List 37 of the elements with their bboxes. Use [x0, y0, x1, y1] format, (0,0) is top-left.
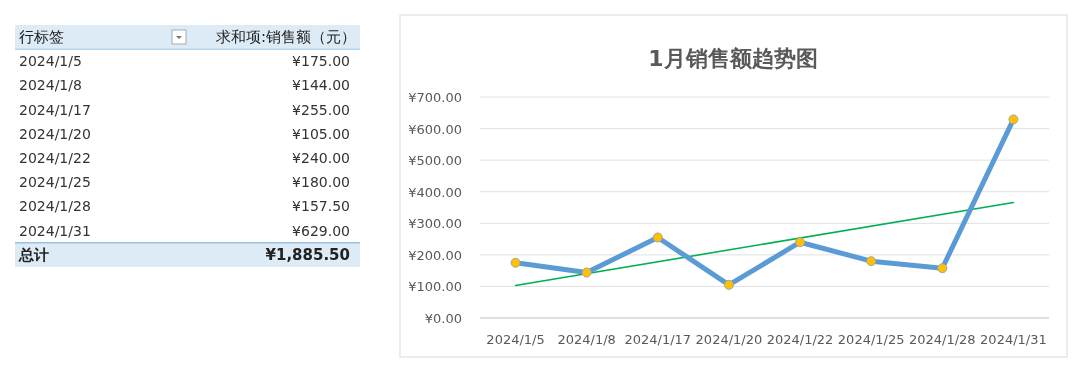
x-tick-label: 2024/1/31	[980, 332, 1047, 347]
text: 2024/1/22	[19, 150, 91, 166]
x-tick-label: 2024/1/17	[624, 332, 692, 347]
x-tick-label: 2024/1/28	[908, 332, 976, 347]
y-tick-label: ¥700.00	[408, 90, 462, 105]
text: 求和项:销售额（元）	[215, 28, 356, 46]
text: ¥144.00	[292, 77, 350, 94]
text: ¥175.00	[292, 53, 350, 70]
text: 2024/1/20	[19, 125, 91, 142]
x-tick-label: 2024/1/25	[837, 332, 905, 347]
x-tick-label: 2024/1/8	[557, 332, 616, 347]
x-tick-label: 2024/1/20	[695, 332, 763, 347]
text: ¥157.50	[292, 198, 350, 215]
y-tick-label: ¥600.00	[408, 121, 462, 137]
y-tick-label: ¥300.00	[408, 216, 462, 232]
x-tick-label: 2024/1/5	[486, 332, 545, 347]
text: 2024/1/8	[19, 77, 82, 94]
y-tick-label: ¥500.00	[408, 153, 462, 169]
text: 2024/1/17	[19, 101, 91, 118]
y-tick-label: ¥100.00	[408, 279, 462, 295]
text: 2024/1/31	[19, 222, 91, 239]
text: 2024/1/5	[19, 53, 82, 70]
text: ¥255.00	[292, 101, 350, 118]
text: ¥105.00	[292, 125, 350, 142]
y-tick-label: ¥400.00	[408, 184, 462, 200]
text: ¥1,885.50	[265, 245, 350, 264]
chart-title: 1月销售额趋势图	[648, 46, 818, 71]
text: ¥629.00	[292, 222, 350, 239]
text: 2024/1/25	[19, 174, 91, 191]
text: ¥180.00	[292, 174, 350, 191]
y-tick-label: ¥200.00	[408, 247, 462, 263]
text: 总计	[18, 245, 49, 264]
text: ¥240.00	[292, 150, 350, 166]
y-tick-label: ¥0.00	[424, 311, 462, 326]
text: 行标签	[19, 28, 64, 46]
text: 2024/1/28	[19, 198, 91, 215]
x-tick-label: 2024/1/22	[766, 332, 834, 347]
